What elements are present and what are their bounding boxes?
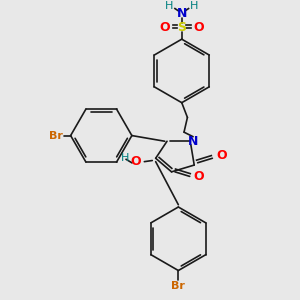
Text: H: H (121, 153, 129, 163)
Text: N: N (177, 7, 187, 20)
Text: H: H (190, 1, 198, 11)
Text: Br: Br (171, 281, 185, 291)
Text: O: O (194, 21, 204, 34)
Text: S: S (177, 21, 186, 34)
Text: H: H (165, 1, 173, 11)
Text: Br: Br (49, 130, 63, 141)
Text: O: O (159, 21, 170, 34)
Text: O: O (216, 149, 227, 163)
Text: O: O (194, 170, 204, 183)
Text: N: N (188, 135, 198, 148)
Text: O: O (130, 155, 141, 168)
